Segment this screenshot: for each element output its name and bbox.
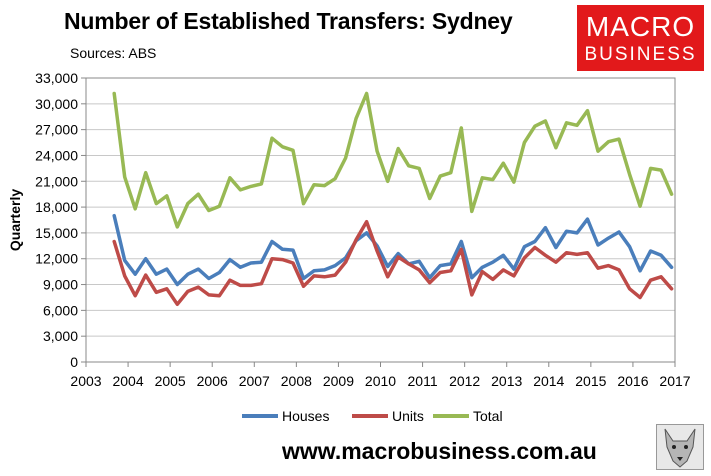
x-tick-label: 2011	[408, 373, 438, 389]
x-tick-label: 2016	[617, 373, 648, 389]
x-tick-label: 2015	[575, 373, 606, 389]
legend-label: Units	[392, 408, 424, 424]
legend-label: Houses	[282, 408, 329, 424]
x-tick-label: 2010	[365, 373, 396, 389]
wolf-logo-icon	[656, 424, 704, 470]
y-tick-label: 9,000	[43, 277, 78, 293]
x-tick-label: 2013	[491, 373, 522, 389]
y-axis-ticks: 0 3,000 6,000 9,000 12,000 15,000 18,000 21,000…	[35, 70, 86, 370]
x-tick-label: 2007	[239, 373, 270, 389]
x-tick-label: 2003	[70, 373, 101, 389]
legend: Houses Units Total	[242, 408, 503, 424]
sources-note: Sources: ABS	[70, 45, 157, 61]
x-tick-label: 2017	[659, 373, 690, 389]
x-tick-label: 2005	[155, 373, 186, 389]
y-tick-label: 21,000	[35, 173, 78, 189]
x-tick-label: 2009	[323, 373, 354, 389]
legend-label: Total	[473, 408, 503, 424]
y-tick-label: 15,000	[35, 225, 78, 241]
legend-item-units: Units	[352, 408, 424, 424]
series-line-houses	[112, 213, 674, 287]
legend-item-houses: Houses	[242, 408, 329, 424]
y-tick-label: 3,000	[43, 328, 78, 344]
logo-line-1: MACRO	[585, 11, 696, 42]
y-tick-label: 18,000	[35, 199, 78, 215]
x-tick-label: 2004	[112, 373, 143, 389]
x-tick-label: 2012	[449, 373, 480, 389]
legend-item-total: Total	[433, 408, 503, 424]
website-url: www.macrobusiness.com.au	[282, 438, 597, 464]
y-axis-label: Quarterly	[7, 189, 23, 251]
series-line-total	[112, 91, 674, 229]
y-tick-label: 6,000	[43, 302, 78, 318]
series-lines	[112, 91, 674, 307]
y-tick-label: 30,000	[35, 96, 78, 112]
x-axis-ticks: 2003 2004 2005 2006 2007 2008 2009 2010 2011 2012…	[70, 362, 691, 389]
y-tick-label: 27,000	[35, 122, 78, 138]
chart-title: Number of Established Transfers: Sydney	[64, 8, 513, 34]
x-tick-label: 2008	[281, 373, 312, 389]
logo-line-2: BUSINESS	[584, 44, 697, 65]
y-tick-label: 33,000	[35, 70, 78, 86]
y-tick-label: 0	[70, 354, 78, 370]
macrobusiness-logo: MACRO BUSINESS	[577, 5, 704, 71]
x-tick-label: 2014	[533, 373, 564, 389]
series-line-units	[112, 219, 674, 307]
y-tick-label: 24,000	[35, 147, 78, 163]
x-tick-label: 2006	[197, 373, 228, 389]
y-tick-label: 12,000	[35, 251, 78, 267]
